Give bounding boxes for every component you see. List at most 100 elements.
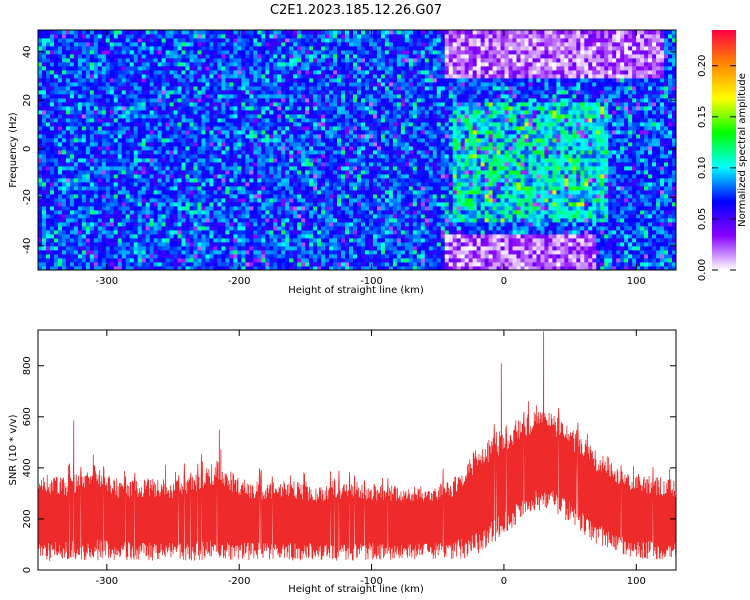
heatmap-cell xyxy=(201,246,206,251)
heatmap-cell xyxy=(101,150,107,155)
heatmap-cell xyxy=(500,182,505,187)
heatmap-cell xyxy=(69,246,75,251)
heatmap-cell xyxy=(229,166,234,171)
heatmap-cell xyxy=(69,162,75,167)
heatmap-cell xyxy=(229,250,234,255)
heatmap-cell xyxy=(73,226,79,231)
heatmap-cell xyxy=(632,202,637,207)
heatmap-cell xyxy=(596,202,601,207)
heatmap-cell xyxy=(173,246,178,251)
heatmap-cell xyxy=(321,166,326,171)
heatmap-cell xyxy=(229,206,234,211)
heatmap-cell xyxy=(313,218,318,223)
heatmap-cell xyxy=(372,206,378,211)
heatmap-cell xyxy=(520,178,525,183)
heatmap-cell xyxy=(572,206,577,211)
heatmap-cell xyxy=(416,198,422,203)
heatmap-cell xyxy=(113,258,119,263)
heatmap-cell xyxy=(189,206,194,211)
heatmap-cell xyxy=(624,262,629,267)
heatmap-cell xyxy=(53,182,59,187)
heatmap-cell xyxy=(620,242,625,247)
heatmap-cell xyxy=(368,206,374,211)
heatmap-cell xyxy=(472,258,478,263)
heatmap-cell xyxy=(664,170,669,175)
heatmap-cell xyxy=(73,262,79,267)
heatmap-cell xyxy=(145,222,151,227)
heatmap-cell xyxy=(269,254,274,259)
heatmap-cell xyxy=(652,146,657,151)
heatmap-cell xyxy=(616,146,621,151)
heatmap-cell xyxy=(396,214,402,219)
heatmap-cell xyxy=(368,226,374,231)
heatmap-cell xyxy=(632,266,637,270)
heatmap-cell xyxy=(636,154,641,159)
heatmap-cell xyxy=(181,234,186,239)
heatmap-cell xyxy=(512,206,517,211)
heatmap-cell xyxy=(145,182,151,187)
heatmap-cell xyxy=(428,238,434,243)
heatmap-cell xyxy=(197,158,202,163)
heatmap-cell xyxy=(289,234,294,239)
heatmap-cell xyxy=(588,162,593,167)
heatmap-cell xyxy=(664,246,669,251)
heatmap-cell xyxy=(101,266,107,270)
heatmap-cell xyxy=(309,222,314,227)
heatmap-cell xyxy=(313,214,318,219)
heatmap-cell xyxy=(556,242,561,247)
heatmap-cell xyxy=(408,242,414,247)
heatmap-cell xyxy=(628,226,633,231)
heatmap-cell xyxy=(548,242,553,247)
heatmap-cell xyxy=(53,246,59,251)
heatmap-cell xyxy=(380,202,386,207)
heatmap-cell xyxy=(113,190,119,195)
heatmap-cell xyxy=(261,246,266,251)
heatmap-cell xyxy=(412,214,418,219)
heatmap-cell xyxy=(444,234,450,239)
heatmap-cell xyxy=(97,234,103,239)
heatmap-cell xyxy=(305,254,310,259)
heatmap-cell xyxy=(568,210,573,215)
heatmap-cell xyxy=(492,234,497,239)
heatmap-cell xyxy=(49,254,55,259)
heatmap-cell xyxy=(249,206,254,211)
heatmap-cell xyxy=(540,190,545,195)
heatmap-cell xyxy=(97,146,103,151)
heatmap-cell xyxy=(349,146,354,151)
heatmap-cell xyxy=(225,162,230,167)
heatmap-cell xyxy=(109,194,115,199)
heatmap-cell xyxy=(668,234,673,239)
heatmap-cell xyxy=(321,230,326,235)
heatmap-cell xyxy=(69,166,75,171)
heatmap-cell xyxy=(620,226,625,231)
heatmap-cell xyxy=(121,166,127,171)
heatmap-cell xyxy=(109,206,115,211)
heatmap-cell xyxy=(652,170,657,175)
heatmap-cell xyxy=(660,258,665,263)
heatmap-cell xyxy=(516,242,521,247)
heatmap-cell xyxy=(337,162,342,167)
heatmap-cell xyxy=(341,234,346,239)
heatmap-cell xyxy=(524,186,529,191)
heatmap-cell xyxy=(105,214,111,219)
heatmap-cell xyxy=(436,186,442,191)
heatmap-cell xyxy=(568,166,573,171)
heatmap-cell xyxy=(349,250,354,255)
heatmap-cell xyxy=(225,234,230,239)
heatmap-cell xyxy=(584,190,589,195)
heatmap-cell xyxy=(197,170,202,175)
heatmap-cell xyxy=(77,158,83,163)
heatmap-cell xyxy=(516,214,521,219)
heatmap-cell xyxy=(213,226,218,231)
heatmap-cell xyxy=(281,150,286,155)
heatmap-cell xyxy=(524,262,529,267)
heatmap-cell xyxy=(257,202,262,207)
heatmap-cell xyxy=(568,246,573,251)
heatmap-cell xyxy=(333,174,338,179)
heatmap-cell xyxy=(161,218,166,223)
heatmap-cell xyxy=(201,162,206,167)
heatmap-cell xyxy=(488,178,493,183)
heatmap-cell xyxy=(341,158,346,163)
heatmap-cell xyxy=(432,186,438,191)
heatmap-cell xyxy=(592,194,597,199)
